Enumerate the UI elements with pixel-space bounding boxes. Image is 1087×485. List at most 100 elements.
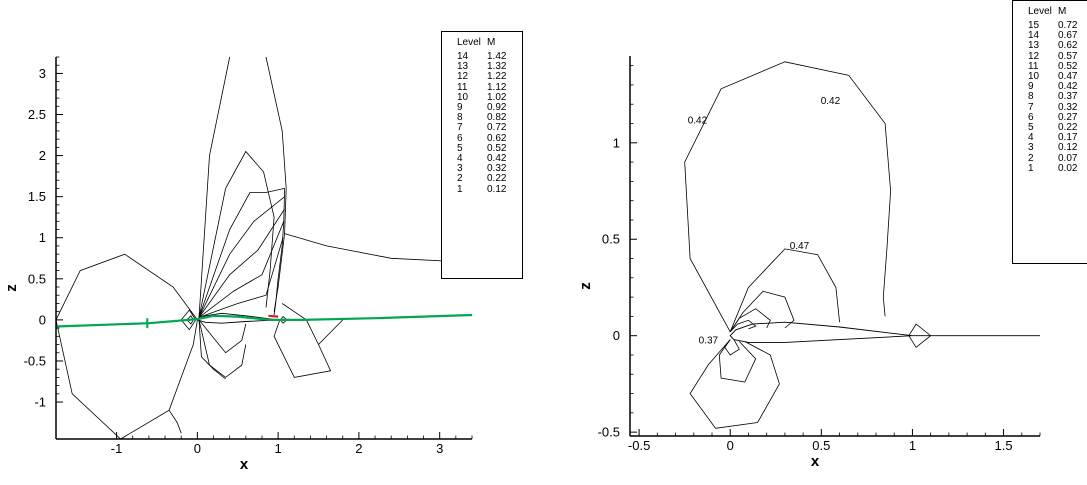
legend-value: 0.47 xyxy=(1058,71,1078,83)
y-tick-label: 1 xyxy=(39,230,46,245)
legend-value: 0.82 xyxy=(487,112,507,124)
contour-line xyxy=(724,339,740,356)
contour-line xyxy=(729,319,757,333)
legend-row: 7 0.32 xyxy=(1013,101,1087,113)
legend-header: Level M xyxy=(442,32,522,52)
plot-area xyxy=(56,56,472,439)
y-tick-label: -0.5 xyxy=(24,353,46,368)
x-axis-label: x xyxy=(240,456,249,473)
legend-header: Level M xyxy=(1013,1,1087,21)
airfoil-outline xyxy=(196,312,279,324)
legend-level: 6 xyxy=(1028,111,1034,123)
airfoil-outline xyxy=(729,321,913,343)
legend-level: 5 xyxy=(457,142,463,154)
legend-row: 2 0.22 xyxy=(442,174,522,184)
legend-value: 0.32 xyxy=(1058,101,1078,113)
shock-marker xyxy=(268,314,279,318)
y-tick-label: 0.5 xyxy=(602,232,620,247)
legend-value: 0.32 xyxy=(487,163,507,175)
legend-row: 8 0.82 xyxy=(442,113,522,123)
contour-line xyxy=(198,150,275,318)
contour-line xyxy=(198,188,285,318)
legend-value: 0.67 xyxy=(1058,30,1078,42)
legend-row: 12 1.22 xyxy=(442,72,522,82)
legend-value: 0.12 xyxy=(1058,142,1078,154)
contour-line xyxy=(198,56,231,318)
legend-value: 0.42 xyxy=(487,153,507,165)
legend-value: 0.62 xyxy=(487,132,507,144)
legend-level: 4 xyxy=(1028,132,1034,144)
legend-value: 0.22 xyxy=(487,173,507,185)
legend-row: 13 0.62 xyxy=(1013,41,1087,51)
x-tick-label: 1.5 xyxy=(995,438,1013,453)
legend-value: 0.57 xyxy=(1058,50,1078,62)
legend-row: 13 1.32 xyxy=(442,61,522,73)
x-tick-label: 0 xyxy=(194,441,201,456)
legend-value: 0.52 xyxy=(487,142,507,154)
legend-row: 9 0.42 xyxy=(1013,82,1087,92)
legend-level: 2 xyxy=(457,173,463,185)
y-tick-label: 1 xyxy=(613,135,620,150)
plot-area: 0.42 0.42 0.47 0.37 xyxy=(684,61,1040,429)
contour-line xyxy=(198,221,285,318)
legend-value: 0.37 xyxy=(1058,91,1078,103)
legend-value: 0.62 xyxy=(1058,40,1078,52)
contour-line xyxy=(168,409,182,434)
contour-line xyxy=(718,339,757,383)
legend-level: 15 xyxy=(1028,20,1040,31)
legend-row: 5 0.22 xyxy=(1013,122,1087,134)
y-tick-label: -0.5 xyxy=(598,425,620,440)
legend-row: 12 0.57 xyxy=(1013,50,1087,62)
legend-row: 11 0.52 xyxy=(1013,60,1087,72)
x-tick-label: -1 xyxy=(111,441,123,456)
legend-value: 0.07 xyxy=(1058,152,1078,164)
legend-value: 0.17 xyxy=(1058,132,1078,144)
legend-rows: 15 0.72 1 4 0.67 13 0.62 12 0.57 11 0.52 10 0.47 9 0.4… xyxy=(1013,20,1087,174)
legend-value: 1.32 xyxy=(487,61,507,73)
contour-line xyxy=(265,56,287,312)
legend-level: 3 xyxy=(457,163,463,175)
x-tick-label: 1 xyxy=(909,438,916,453)
y-tick-label: 2.5 xyxy=(28,107,46,122)
legend-row: 8 0.37 xyxy=(1013,92,1087,102)
legend-value: 1.12 xyxy=(487,81,507,93)
legend-level: 12 xyxy=(457,71,469,83)
legend-level: 5 xyxy=(1028,122,1034,134)
legend-row: 10 0.47 xyxy=(1013,71,1087,83)
contour-line xyxy=(318,319,344,345)
legend-row: 4 0.42 xyxy=(442,153,522,165)
legend-level: 7 xyxy=(1028,101,1034,113)
contour-line xyxy=(198,319,226,380)
legend-level: 1 xyxy=(1028,162,1034,174)
right-contour-panel: 0.42 0.42 0.47 0.37 -0.5 0 0.5 1 1.5 -0.5 0 0.5 1 x z xyxy=(577,56,1041,470)
legend-row: 15 0.72 xyxy=(1013,20,1087,31)
contour-line xyxy=(689,339,780,429)
legend-row: 4 0.17 xyxy=(1013,133,1087,143)
x-tick-label: 3 xyxy=(436,441,443,456)
legend-row: 11 1.12 xyxy=(442,81,522,93)
legend-row: 3 0.32 xyxy=(442,164,522,174)
legend-value: 1.22 xyxy=(487,71,507,83)
legend-value: 0.02 xyxy=(1058,162,1078,174)
legend-value: 0.22 xyxy=(1058,122,1078,134)
legend-level: 11 xyxy=(1028,60,1039,72)
contour-label: 0.42 xyxy=(821,96,841,107)
y-tick-label: 0 xyxy=(613,328,620,343)
legend-level: 13 xyxy=(457,61,469,73)
legend-level: 14 xyxy=(457,51,469,62)
y-tick-label: 3 xyxy=(39,66,46,81)
legend-level: 11 xyxy=(457,81,468,93)
y-tick-label: 0.5 xyxy=(28,271,46,286)
contour-line xyxy=(273,303,332,378)
y-tick-label: 0 xyxy=(39,312,46,327)
x-axis-label: x xyxy=(811,453,820,470)
legend-row: 6 0.27 xyxy=(1013,111,1087,123)
legend-level: 1 xyxy=(457,183,463,195)
contour-line xyxy=(284,233,472,263)
legend-value: 1.42 xyxy=(487,51,507,62)
contour-label: 0.42 xyxy=(688,116,708,127)
legend-header-value: M xyxy=(1058,6,1067,17)
